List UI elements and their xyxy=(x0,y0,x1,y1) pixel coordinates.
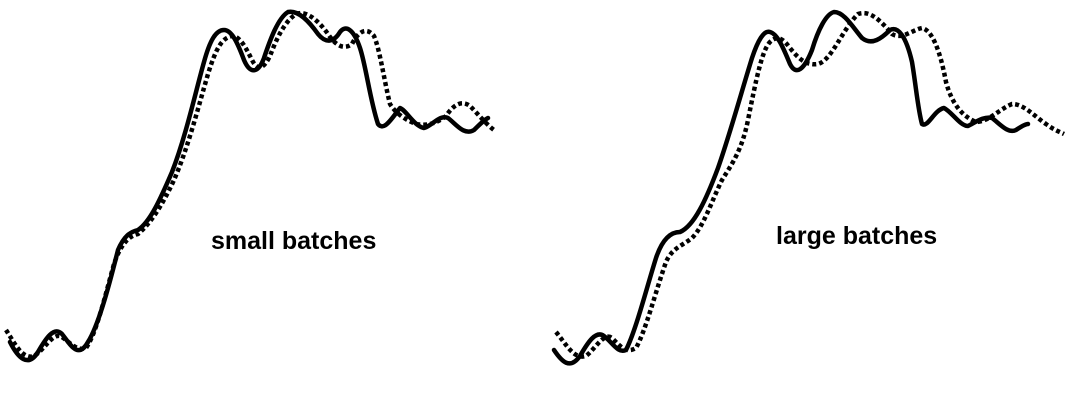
dotted-curve-small xyxy=(4,10,496,359)
solid-curve-large xyxy=(551,9,1031,366)
panel-small-batches xyxy=(4,9,496,363)
dotted-curve-large xyxy=(554,10,1066,359)
solid-curve-small xyxy=(7,9,491,363)
panel-large-batches xyxy=(551,9,1066,366)
label-large-batches: large batches xyxy=(776,222,938,250)
label-small-batches: small batches xyxy=(211,227,377,255)
